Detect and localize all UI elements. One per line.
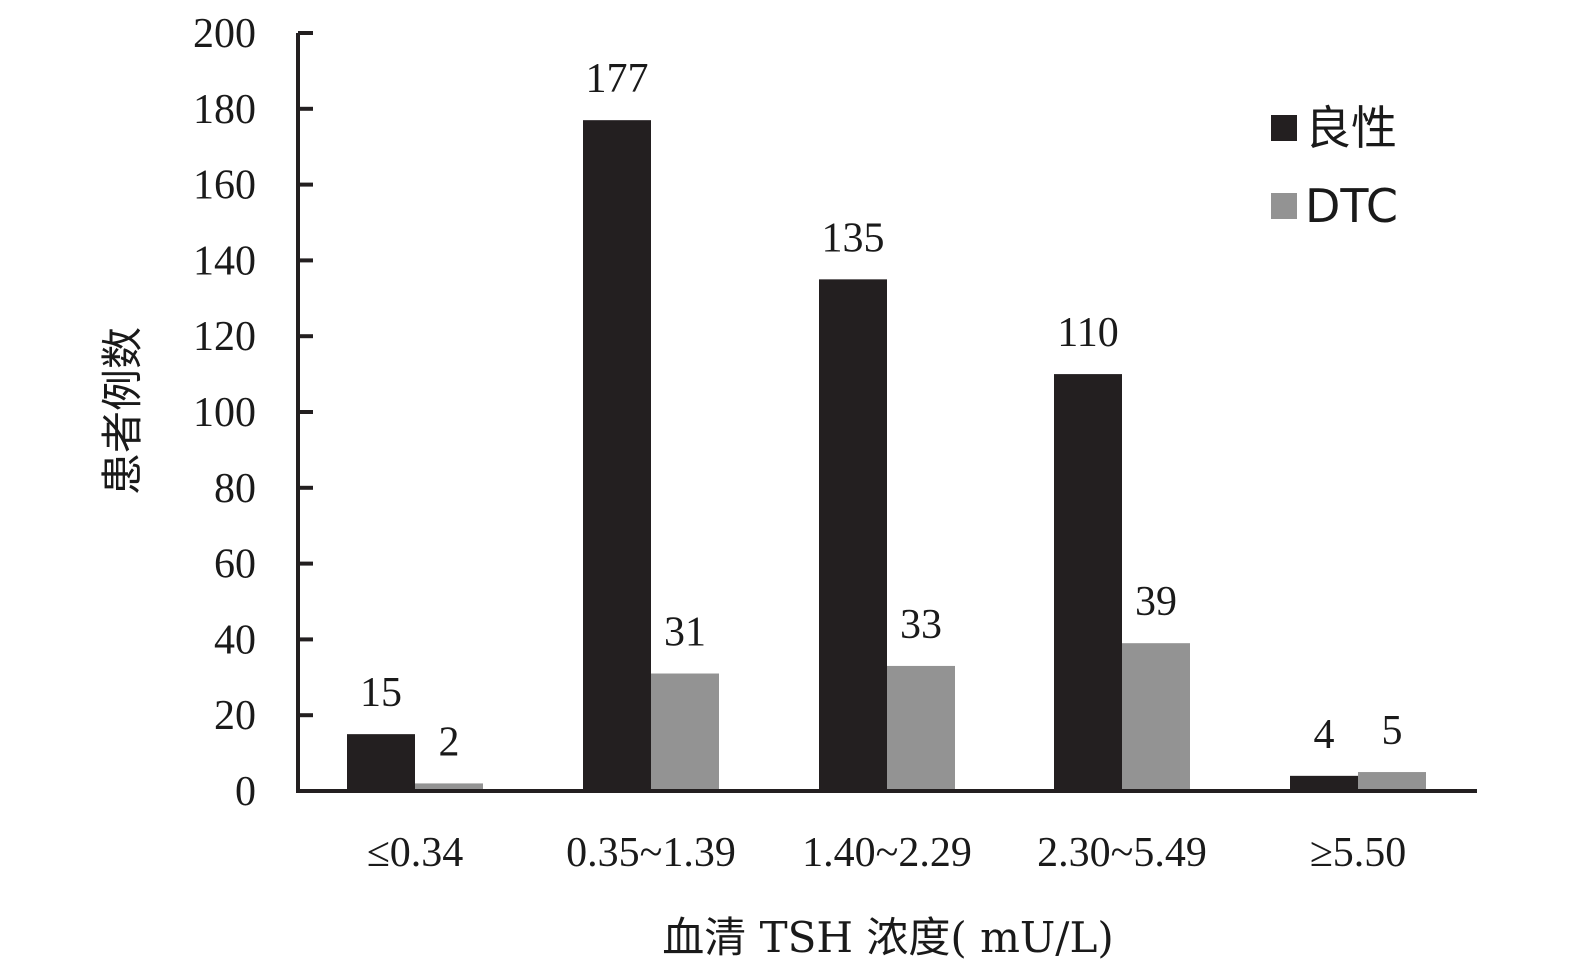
y-axis-title: 患者例数 bbox=[98, 327, 147, 495]
data-label-benign-1: 177 bbox=[586, 56, 649, 102]
x-tick-label-3: 2.30~5.49 bbox=[1037, 830, 1207, 876]
data-label-dtc-2: 33 bbox=[900, 602, 942, 648]
x-tick-label-1: 0.35~1.39 bbox=[566, 830, 736, 876]
y-tick-label: 80 bbox=[214, 466, 256, 512]
data-label-benign-4: 4 bbox=[1314, 712, 1335, 758]
data-label-benign-3: 110 bbox=[1057, 310, 1118, 356]
data-label-benign-2: 135 bbox=[822, 215, 885, 261]
y-tick-label: 0 bbox=[235, 769, 256, 815]
data-label-dtc-0: 2 bbox=[439, 719, 460, 765]
bar-dtc-0 bbox=[415, 783, 483, 791]
x-axis-category-labels: ≤0.34 0.35~1.39 1.40~2.29 2.30~5.49 ≥5.50 bbox=[367, 830, 1407, 876]
data-label-dtc-1: 31 bbox=[664, 610, 706, 656]
data-label-dtc-4: 5 bbox=[1382, 708, 1403, 754]
legend-label-dtc: DTC bbox=[1305, 179, 1398, 233]
legend-label-benign: 良性 bbox=[1305, 101, 1397, 155]
bar-dtc-2 bbox=[887, 665, 955, 791]
bar-dtc-1 bbox=[651, 673, 719, 791]
y-tick-label: 60 bbox=[214, 542, 256, 588]
bar-benign-1 bbox=[583, 120, 651, 792]
y-tick-label: 200 bbox=[193, 11, 256, 57]
y-tick-label: 180 bbox=[193, 87, 256, 133]
y-tick-label: 120 bbox=[193, 314, 256, 360]
x-tick-label-2: 1.40~2.29 bbox=[802, 830, 972, 876]
bar-benign-3 bbox=[1054, 374, 1122, 791]
bar-dtc-4 bbox=[1358, 772, 1426, 791]
x-tick-label-0: ≤0.34 bbox=[367, 830, 464, 876]
data-labels: 15 177 135 110 4 2 31 33 39 5 bbox=[360, 56, 1403, 765]
data-label-dtc-3: 39 bbox=[1135, 579, 1177, 625]
y-tick-label: 100 bbox=[193, 390, 256, 436]
y-tick-label: 20 bbox=[214, 693, 256, 739]
y-tick-label: 40 bbox=[214, 617, 256, 663]
x-tick-label-4: ≥5.50 bbox=[1310, 830, 1407, 876]
y-axis-ticks: 0 20 40 60 80 100 120 140 160 180 200 bbox=[193, 11, 313, 815]
y-tick-label: 160 bbox=[193, 163, 256, 209]
bar-benign-0 bbox=[347, 734, 415, 791]
legend-swatch-benign bbox=[1271, 115, 1297, 141]
y-tick-label: 140 bbox=[193, 238, 256, 284]
legend-swatch-dtc bbox=[1271, 193, 1297, 219]
legend: 良性 DTC bbox=[1271, 101, 1398, 233]
x-axis-title: 血清 TSH 浓度( mU/L) bbox=[662, 913, 1114, 962]
bar-benign-4 bbox=[1290, 775, 1358, 791]
bars bbox=[347, 120, 1426, 792]
bar-dtc-3 bbox=[1122, 643, 1190, 791]
data-label-benign-0: 15 bbox=[360, 670, 402, 716]
bar-benign-2 bbox=[819, 279, 887, 791]
